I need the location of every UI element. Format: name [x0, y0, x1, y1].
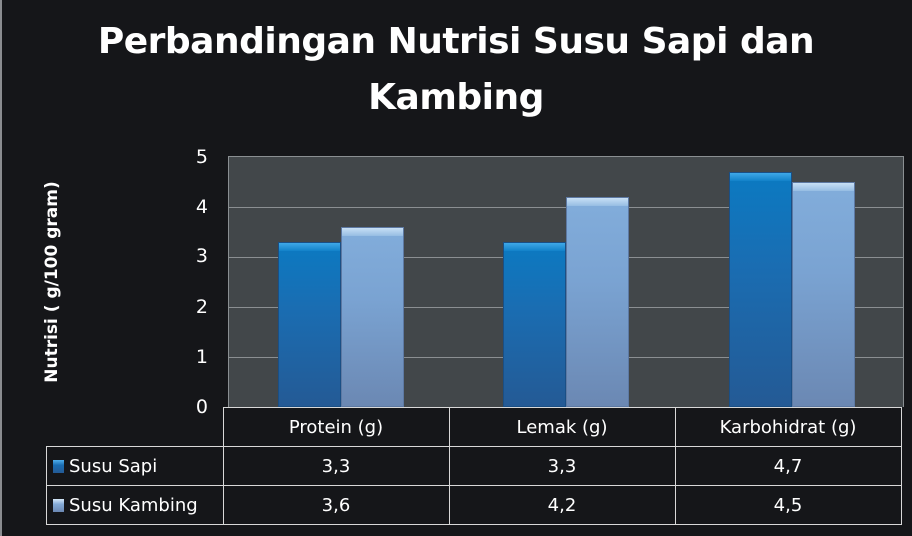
cell-sapi-karbohidrat: 4,7 [674, 446, 902, 486]
data-table-corner [46, 407, 224, 447]
y-tick-3: 3 [195, 245, 208, 267]
cell-kambing-lemak: 4,2 [448, 485, 676, 525]
bar-bevel-cap [342, 228, 403, 236]
y-tick-4: 4 [195, 196, 208, 218]
y-tick-1: 1 [195, 346, 208, 368]
column-header-lemak: Lemak (g) [448, 407, 676, 447]
table-row-susu-sapi: Susu Sapi 3,3 3,3 4,7 [46, 446, 902, 486]
plot-area [228, 156, 904, 407]
table-row-susu-kambing: Susu Kambing 3,6 4,2 4,5 [46, 485, 902, 525]
gridline-4 [229, 207, 903, 208]
cell-kambing-protein: 3,6 [222, 485, 450, 525]
data-table: Protein (g) Lemak (g) Karbohidrat (g) Su… [46, 407, 902, 525]
chart-title-line2: Kambing [368, 77, 544, 118]
legend-label-sapi: Susu Sapi [69, 455, 158, 477]
bar-susu-sapi-protein [278, 242, 341, 407]
y-tick-5: 5 [195, 146, 208, 168]
y-axis-label: Nutrisi ( g/100 gram) [42, 181, 62, 383]
chart-title: Perbandingan Nutrisi Susu Sapi dan Kambi… [0, 14, 912, 126]
cell-sapi-lemak: 3,3 [448, 446, 676, 486]
chart-title-line1: Perbandingan Nutrisi Susu Sapi dan [97, 21, 815, 62]
left-edge-border [0, 0, 2, 536]
bar-susu-sapi-karbohidrat [728, 172, 792, 407]
legend-label-kambing: Susu Kambing [69, 494, 198, 516]
bar-susu-kambing-lemak [566, 197, 630, 407]
legend-susu-sapi: Susu Sapi [46, 446, 224, 486]
bar-bevel-cap [504, 243, 566, 251]
bar-susu-kambing-karbohidrat [791, 182, 855, 407]
bar-bevel-cap [279, 243, 340, 251]
y-tick-2: 2 [195, 296, 208, 318]
column-header-karbohidrat: Karbohidrat (g) [674, 407, 902, 447]
bar-bevel-cap [567, 198, 629, 206]
legend-susu-kambing: Susu Kambing [46, 485, 224, 525]
bar-susu-kambing-protein [341, 227, 404, 407]
bar-bevel-cap [729, 173, 791, 181]
bar-susu-sapi-lemak [503, 242, 567, 407]
cell-kambing-karbohidrat: 4,5 [674, 485, 902, 525]
cell-sapi-protein: 3,3 [222, 446, 450, 486]
bar-bevel-cap [792, 183, 854, 191]
legend-swatch-kambing-icon [53, 498, 64, 512]
legend-swatch-sapi-icon [53, 459, 64, 473]
column-header-protein: Protein (g) [222, 407, 450, 447]
data-table-header-row: Protein (g) Lemak (g) Karbohidrat (g) [46, 407, 902, 447]
